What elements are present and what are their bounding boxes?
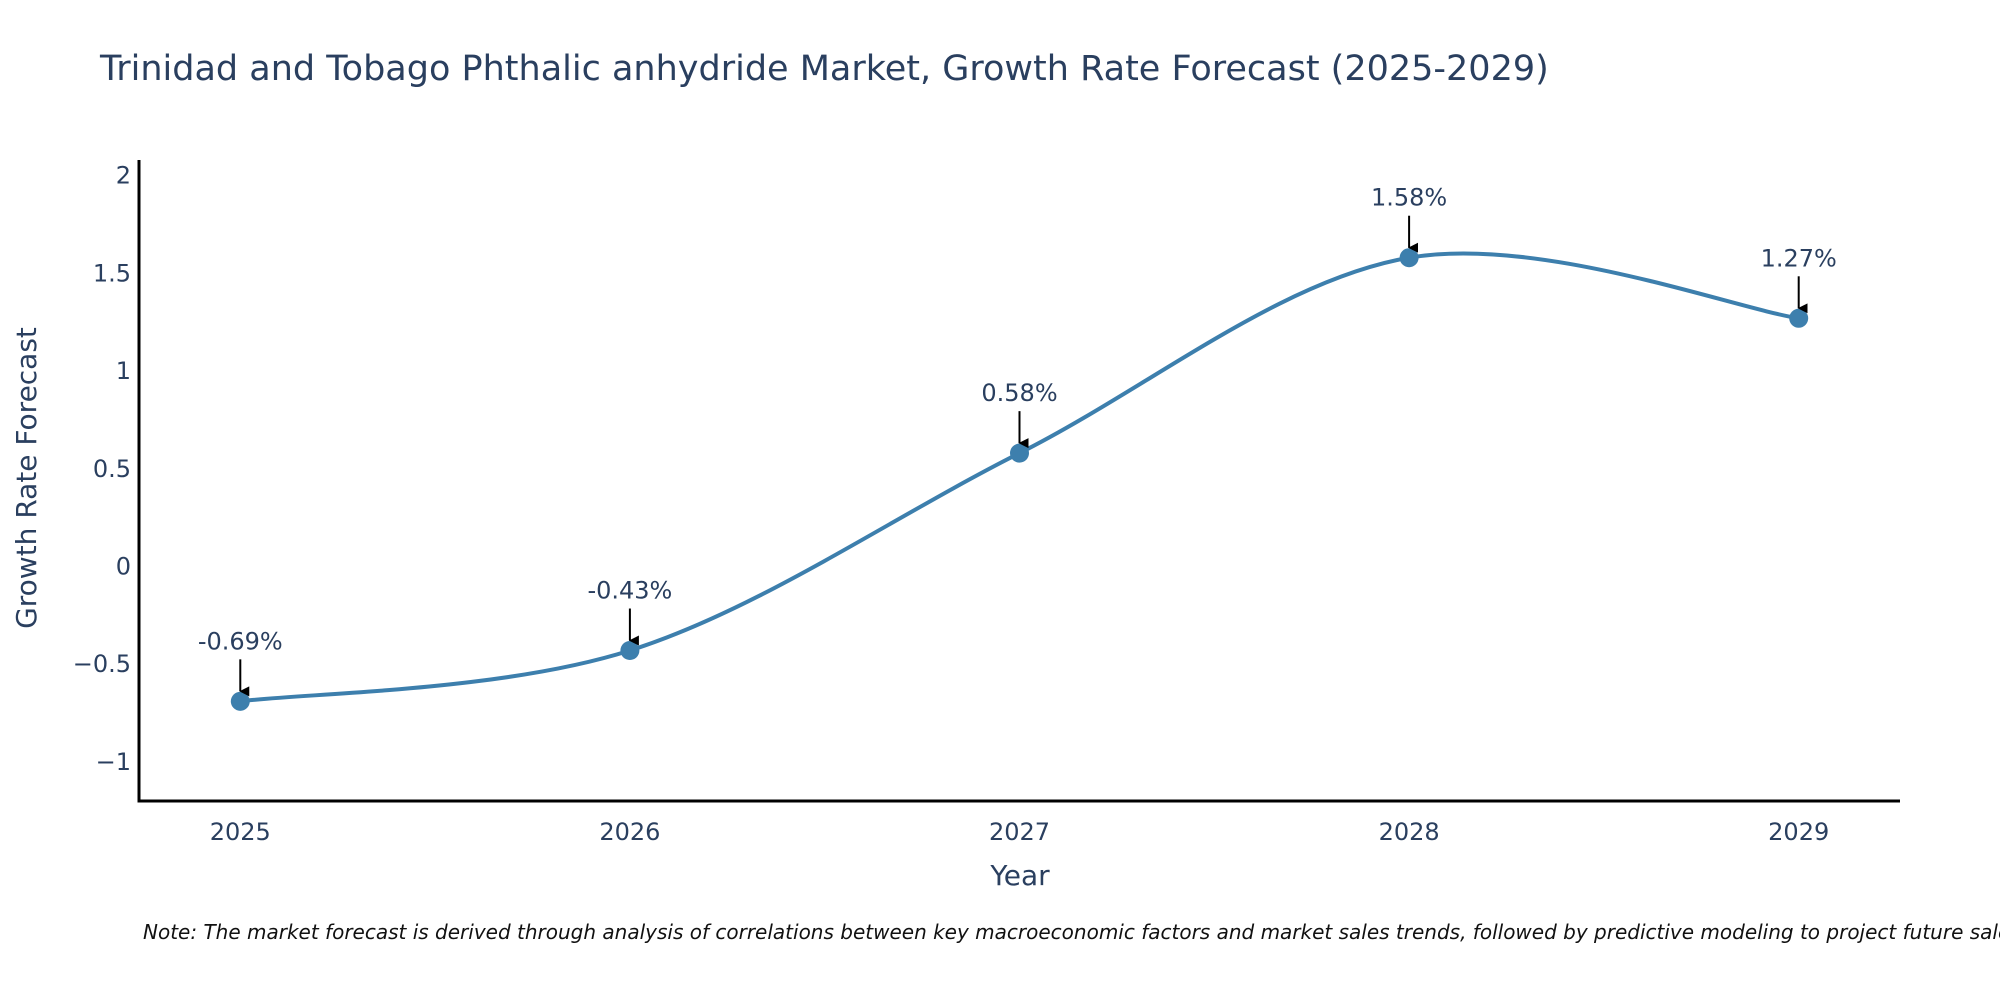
y-tick-label: −0.5 <box>73 650 131 678</box>
y-tick-label: 1.5 <box>93 259 131 287</box>
data-markers <box>230 248 1809 711</box>
y-tick-label: 2 <box>116 162 131 190</box>
data-point <box>1789 308 1809 328</box>
data-label: 1.27% <box>1761 244 1837 272</box>
x-tick-label: 2026 <box>599 818 660 846</box>
y-tick-label: 1 <box>116 357 131 385</box>
data-annotations: -0.69% -0.43% 0.58% 1.58% 1.27% <box>198 184 1837 697</box>
data-label: -0.43% <box>587 577 672 605</box>
chart-title: Trinidad and Tobago Phthalic anhydride M… <box>99 49 1549 89</box>
series-line <box>240 251 1800 704</box>
forecast-note: Note: The market forecast is derived thr… <box>143 920 2000 944</box>
data-point <box>620 641 640 661</box>
y-axis-ticks: −1 −0.5 0 0.5 1 1.5 2 <box>73 162 131 776</box>
data-label: 1.58% <box>1371 184 1447 212</box>
x-tick-label: 2027 <box>989 818 1050 846</box>
y-tick-label: 0 <box>116 552 131 580</box>
data-point <box>1010 443 1029 463</box>
data-label: -0.69% <box>198 627 283 655</box>
y-tick-label: 0.5 <box>93 455 131 483</box>
x-axis-ticks: 2025 2026 2027 2028 2029 <box>210 818 1829 846</box>
x-tick-label: 2025 <box>210 818 271 846</box>
data-label: 0.58% <box>981 379 1057 407</box>
x-tick-label: 2029 <box>1768 818 1829 846</box>
data-point <box>230 691 250 711</box>
y-axis-title: Growth Rate Forecast <box>10 327 43 629</box>
y-tick-label: −1 <box>96 748 131 776</box>
data-point <box>1399 248 1419 268</box>
x-axis-title: Year <box>989 859 1050 892</box>
x-tick-label: 2028 <box>1379 818 1440 846</box>
